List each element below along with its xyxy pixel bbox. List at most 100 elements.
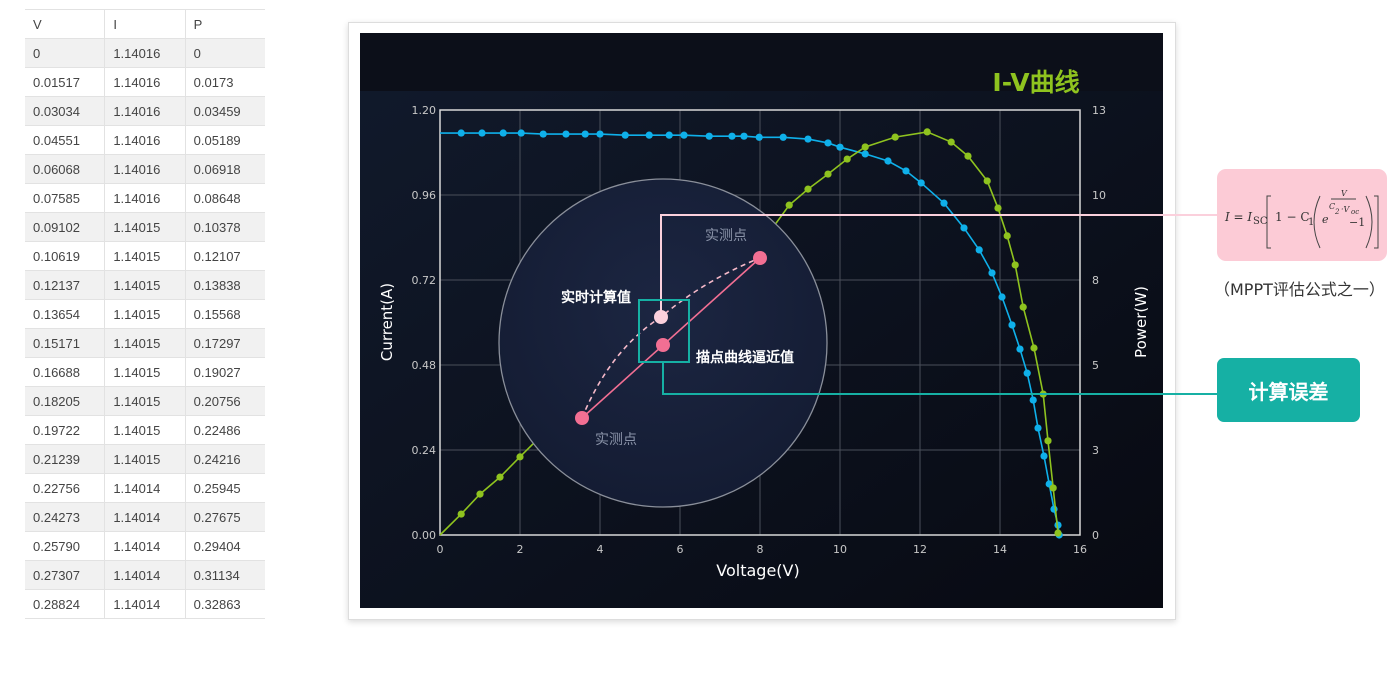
current-point bbox=[1029, 396, 1037, 404]
y-tick-label: 0.96 bbox=[412, 189, 437, 202]
current-point bbox=[596, 130, 604, 138]
power-point bbox=[1003, 232, 1011, 240]
table-row: 0.28824 1.14014 0.32863 bbox=[25, 589, 265, 619]
realtime-value-label: 实时计算值 bbox=[561, 289, 631, 306]
fitted-point bbox=[656, 338, 670, 352]
current-point bbox=[680, 131, 688, 139]
power-point bbox=[1011, 261, 1019, 269]
power-point bbox=[843, 155, 851, 163]
table-cell: 0.12107 bbox=[185, 241, 265, 271]
table-cell: 0.25945 bbox=[185, 473, 265, 503]
y-tick-label: 0.00 bbox=[412, 529, 437, 542]
plot-area-border bbox=[439, 109, 1081, 536]
table-row: 0.21239 1.14015 0.24216 bbox=[25, 444, 265, 474]
power-point bbox=[861, 143, 869, 151]
table-cell: 0.01517 bbox=[25, 67, 106, 97]
power-point bbox=[476, 490, 484, 498]
table-cell: 0.32863 bbox=[185, 589, 265, 619]
table-cell: 1.14015 bbox=[104, 386, 186, 416]
current-point bbox=[645, 131, 653, 139]
x-tick-label: 6 bbox=[677, 543, 684, 556]
current-point bbox=[902, 167, 910, 175]
table-cell: 0.20756 bbox=[185, 386, 265, 416]
table-cell: 1.14016 bbox=[104, 38, 186, 68]
current-point bbox=[836, 143, 844, 151]
power-point bbox=[457, 510, 465, 518]
column-header: V bbox=[25, 9, 106, 39]
table-cell: 0.13838 bbox=[185, 270, 265, 300]
table-row: 0.24273 1.14014 0.27675 bbox=[25, 502, 265, 532]
table-cell: 0.21239 bbox=[25, 444, 106, 474]
table-cell: 0.07585 bbox=[25, 183, 106, 213]
current-point bbox=[621, 131, 629, 139]
x-tick-label: 14 bbox=[993, 543, 1007, 556]
table-cell: 1.14016 bbox=[104, 96, 186, 126]
current-point bbox=[1023, 369, 1031, 377]
power-point bbox=[1030, 344, 1038, 352]
current-point bbox=[499, 129, 507, 137]
power-point bbox=[1044, 437, 1052, 445]
table-row: 0.15171 1.14015 0.17297 bbox=[25, 328, 265, 358]
table-cell: 1.14016 bbox=[104, 67, 186, 97]
table-cell: 0.17297 bbox=[185, 328, 265, 358]
table-cell: 1.14015 bbox=[104, 357, 186, 387]
table-cell: 1.14016 bbox=[104, 125, 186, 155]
table-row: 0.22756 1.14014 0.25945 bbox=[25, 473, 265, 503]
current-point bbox=[861, 150, 869, 158]
svg-text:C: C bbox=[1329, 202, 1335, 211]
current-point bbox=[988, 269, 996, 277]
table-cell: 0.22486 bbox=[185, 415, 265, 445]
current-point bbox=[740, 132, 748, 140]
current-point bbox=[581, 130, 589, 138]
table-cell: 1.14014 bbox=[104, 589, 186, 619]
table-cell: 1.14014 bbox=[104, 531, 186, 561]
svg-text:e: e bbox=[1322, 213, 1329, 226]
calculate-error-button[interactable]: 计算误差 bbox=[1217, 358, 1360, 422]
table-cell: 0.22756 bbox=[25, 473, 106, 503]
table-cell: 0.10619 bbox=[25, 241, 106, 271]
table-cell: 0.04551 bbox=[25, 125, 106, 155]
current-point bbox=[705, 132, 713, 140]
power-point bbox=[983, 177, 991, 185]
current-point bbox=[1016, 345, 1024, 353]
measured-point bbox=[575, 411, 589, 425]
y2-tick-label: 3 bbox=[1092, 444, 1099, 457]
power-point bbox=[947, 138, 955, 146]
table-row: 0.04551 1.14016 0.05189 bbox=[25, 125, 265, 155]
table-row: 0.07585 1.14016 0.08648 bbox=[25, 183, 265, 213]
table-cell: 0.10378 bbox=[185, 212, 265, 242]
column-header: P bbox=[185, 9, 265, 39]
current-point bbox=[824, 139, 832, 147]
chart-title: I-V曲线 bbox=[992, 68, 1079, 97]
table-cell: 0 bbox=[185, 38, 265, 68]
svg-text:oc: oc bbox=[1351, 208, 1359, 216]
calculated-point bbox=[654, 310, 668, 324]
y-axis-label: Current(A) bbox=[378, 283, 396, 361]
y2-tick-label: 0 bbox=[1092, 529, 1099, 542]
table-cell: 1.14016 bbox=[104, 154, 186, 184]
measured-point bbox=[753, 251, 767, 265]
y-tick-label: 1.20 bbox=[412, 104, 437, 117]
power-point bbox=[1049, 484, 1057, 492]
current-point bbox=[804, 135, 812, 143]
table-cell: 1.14015 bbox=[104, 270, 186, 300]
table-cell: 0.03034 bbox=[25, 96, 106, 126]
x-tick-label: 10 bbox=[833, 543, 847, 556]
measured-point-label: 实测点 bbox=[705, 228, 747, 244]
table-row: 0.12137 1.14015 0.13838 bbox=[25, 270, 265, 300]
svg-text:−1: −1 bbox=[1349, 216, 1365, 229]
table-cell: 0.05189 bbox=[185, 125, 265, 155]
table-cell: 0.24273 bbox=[25, 502, 106, 532]
current-point bbox=[728, 132, 736, 140]
table-cell: 1.14015 bbox=[104, 415, 186, 445]
table-cell: 0.09102 bbox=[25, 212, 106, 242]
svg-text:1: 1 bbox=[1308, 217, 1314, 228]
table-row: 0.06068 1.14016 0.06918 bbox=[25, 154, 265, 184]
current-point bbox=[1040, 452, 1048, 460]
formula-image: I = I SC 1 − C1 e V C2 ·V oc −1 bbox=[1224, 189, 1379, 249]
power-point bbox=[994, 204, 1002, 212]
table-cell: 0.08648 bbox=[185, 183, 265, 213]
table-cell: 0.06918 bbox=[185, 154, 265, 184]
